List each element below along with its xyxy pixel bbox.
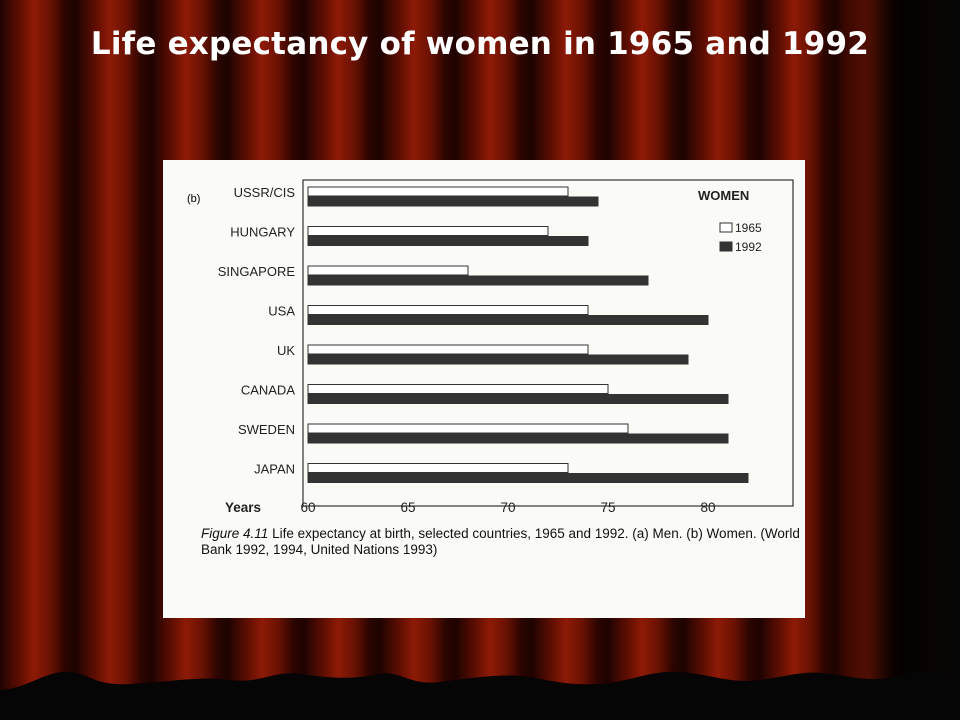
x-tick-label: 60 [300,500,315,515]
x-tick-label: 65 [400,500,415,515]
legend-swatch-1992 [719,241,733,252]
bar-sweden-1992 [307,433,729,444]
scanned-figure: (b) USSR/CIS HUNGARY SINGAPORE USA UK CANADA S… [163,160,805,618]
x-tick-label: 80 [700,500,715,515]
legend-swatch-1965 [719,222,733,233]
bar-singapore-1992 [307,275,649,286]
bar-japan-1992 [307,473,749,483]
bar-japan-1965 [307,463,569,473]
x-axis-label: Years [225,500,261,515]
bar-uk-1965 [307,344,589,355]
bar-canada-1992 [307,394,729,404]
bar-canada-1965 [307,384,609,394]
stage-floor [0,670,960,720]
plot-frame [302,179,794,507]
panel-label: (b) [187,193,200,205]
bar-ussrcis-1992 [307,196,599,207]
bar-usa-1992 [307,315,709,325]
category-label: SINGAPORE [218,264,296,279]
bar-ussrcis-1965 [307,186,569,197]
bar-hungary-1992 [307,236,589,246]
category-label: HUNGARY [230,225,295,240]
category-label: CANADA [241,383,296,398]
category-label: USSR/CIS [234,185,296,200]
curtain-shadow [840,0,960,720]
legend: 1965 1992 [719,221,762,254]
legend-label-1992: 1992 [735,240,762,254]
caption-text: Life expectancy at birth, selected count… [201,526,800,557]
x-tick-label: 70 [500,500,515,515]
bar-uk-1992 [307,354,689,365]
slide-title: Life expectancy of women in 1965 and 199… [90,26,870,62]
category-label: SWEDEN [238,422,295,437]
bar-hungary-1965 [307,226,549,236]
bar-usa-1965 [307,305,589,315]
legend-label-1965: 1965 [735,221,762,235]
category-label: USA [268,304,295,319]
legend-title: WOMEN [698,188,749,203]
figure-number: Figure 4.11 [201,526,269,541]
figure-caption: Figure 4.11 Life expectancy at birth, se… [201,526,801,558]
x-tick-label: 75 [600,500,615,515]
category-label: UK [277,343,295,358]
category-label: JAPAN [254,462,295,477]
bar-sweden-1965 [307,423,629,434]
bar-singapore-1965 [307,265,469,276]
bar-chart: (b) USSR/CIS HUNGARY SINGAPORE USA UK CANADA S… [187,179,794,515]
